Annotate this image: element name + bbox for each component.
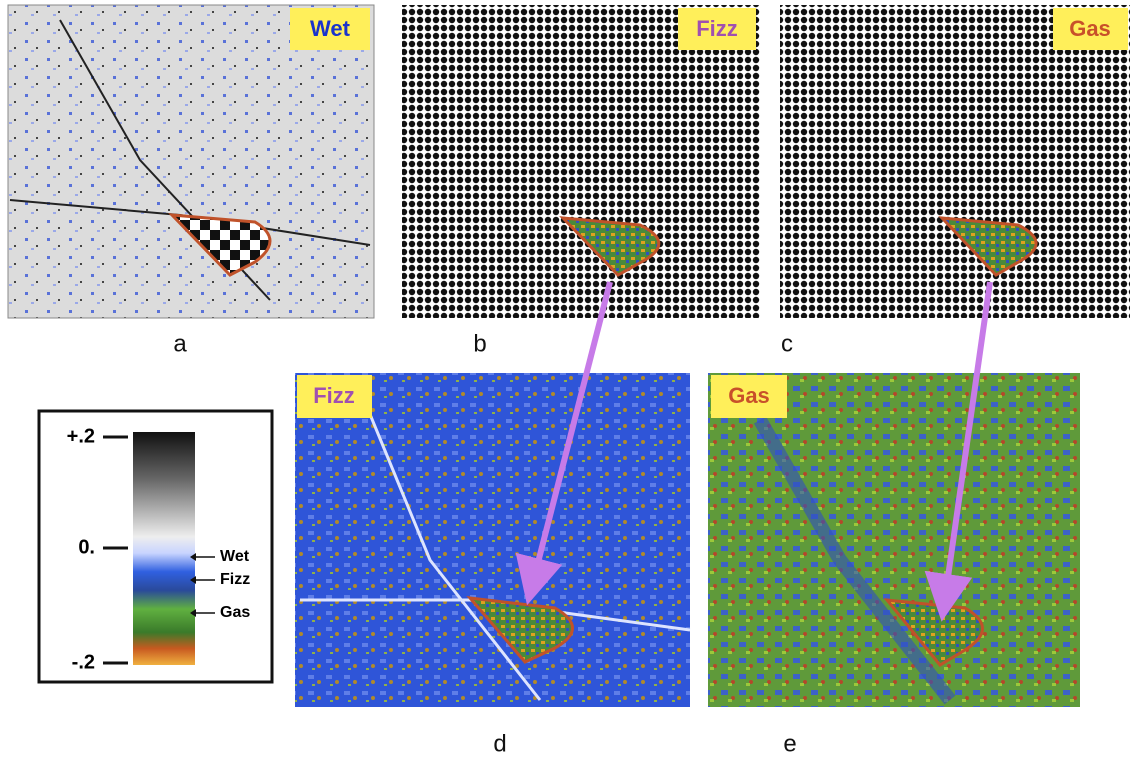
class-label: Fizz	[220, 571, 250, 588]
colorbar-tick-label: -.2	[72, 651, 95, 673]
panel-d	[295, 373, 690, 707]
tag: Gas	[1069, 16, 1111, 41]
tag: Wet	[310, 16, 351, 41]
panel-label: e	[783, 730, 796, 757]
panel-label: c	[781, 330, 793, 357]
panel-b	[402, 5, 760, 318]
panel-label: a	[173, 330, 187, 357]
figure: Wet a Fizz b Gas c Fizz d Gas e +.2 0. -.2…	[0, 0, 1135, 763]
tag: Gas	[728, 383, 770, 408]
tag: Fizz	[313, 383, 355, 408]
panel-c	[780, 5, 1130, 318]
panel-label: b	[473, 330, 486, 357]
colorbar-tick-label: 0.	[78, 536, 95, 558]
panel-a	[8, 5, 374, 318]
panel-label: d	[493, 730, 506, 757]
class-label: Wet	[220, 548, 250, 565]
colorbar-tick-label: +.2	[67, 425, 95, 447]
class-label: Gas	[220, 604, 250, 621]
tag: Fizz	[696, 16, 738, 41]
colorbar	[133, 432, 195, 665]
